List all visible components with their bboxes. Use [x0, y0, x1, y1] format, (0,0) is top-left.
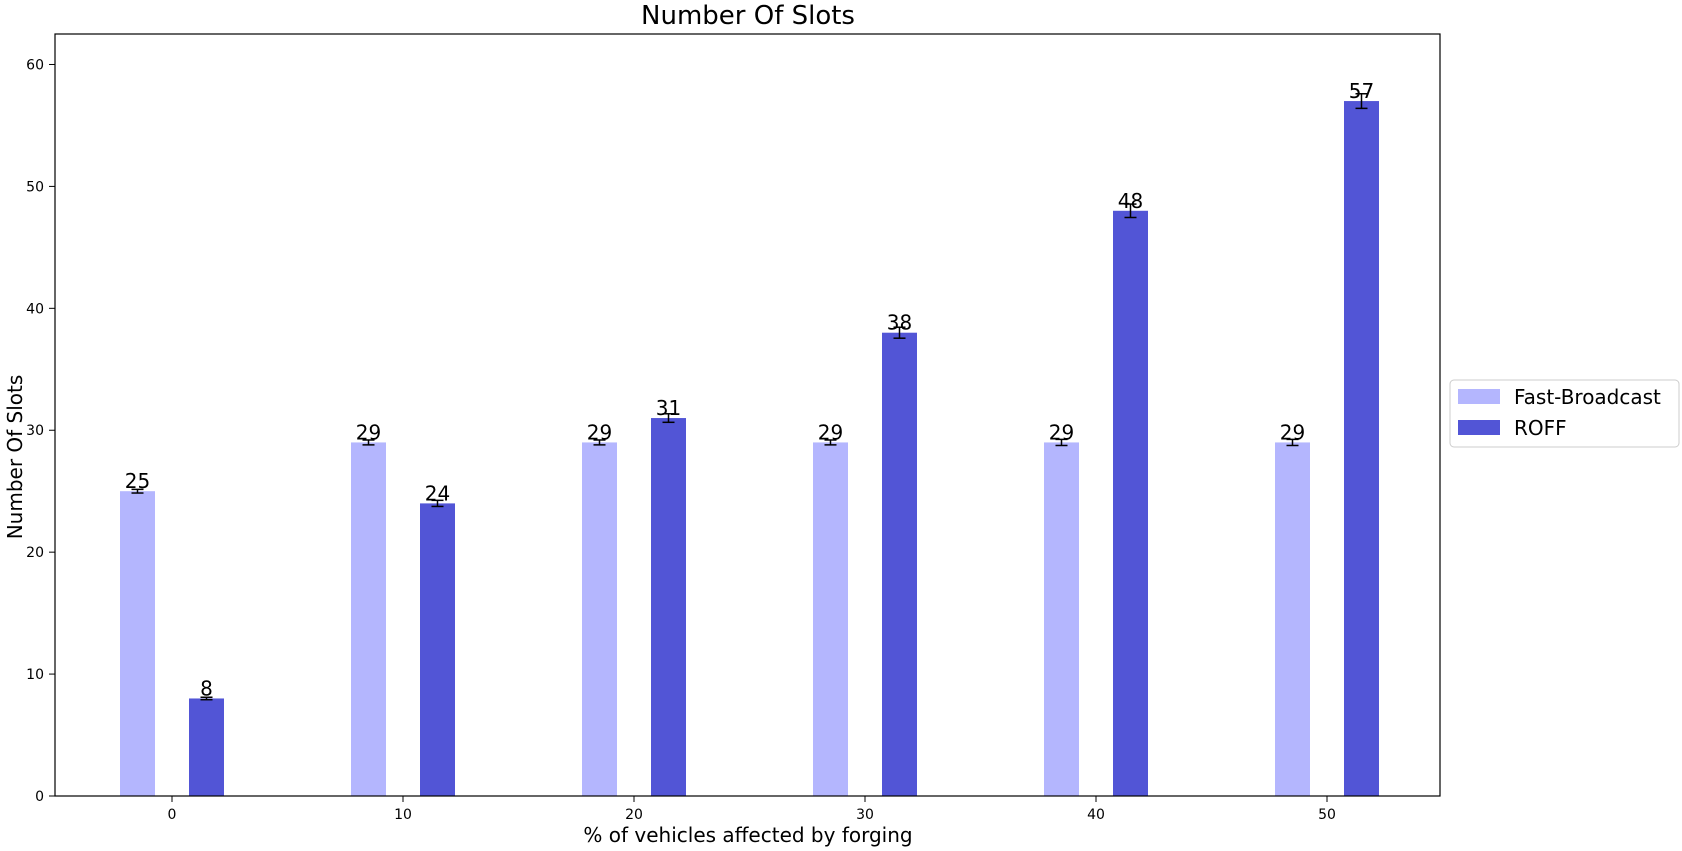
- x-tick-label: 50: [1318, 807, 1336, 823]
- y-tick-label: 10: [26, 667, 44, 683]
- data-label-fast-broadcast: 29: [356, 420, 381, 444]
- x-tick-label: 10: [394, 807, 412, 823]
- data-label-fast-broadcast: 29: [1280, 420, 1305, 444]
- bar-roff: [189, 698, 224, 796]
- bar-roff: [1344, 101, 1379, 796]
- data-label-fast-broadcast: 29: [1049, 420, 1074, 444]
- data-label-roff: 48: [1118, 189, 1143, 213]
- bar-roff: [882, 332, 917, 796]
- x-axis-ticks: 0 10 20 30 40 50: [168, 796, 1336, 823]
- data-label-roff: 31: [656, 396, 681, 420]
- y-axis-label: Number Of Slots: [3, 375, 27, 540]
- y-tick-label: 60: [26, 57, 44, 73]
- bar-fast-broadcast: [1044, 442, 1079, 796]
- legend-frame: [1449, 379, 1680, 448]
- data-label-roff: 38: [887, 311, 912, 335]
- data-label-fast-broadcast: 29: [587, 420, 612, 444]
- y-tick-label: 50: [26, 179, 44, 195]
- x-tick-label: 20: [625, 807, 643, 823]
- legend: Fast-Broadcast ROFF: [1449, 379, 1680, 448]
- bar-roff: [420, 503, 455, 796]
- x-axis-label: % of vehicles affected by forging: [583, 823, 912, 847]
- legend-label-fast-broadcast: Fast-Broadcast: [1514, 385, 1661, 409]
- data-label-roff: 24: [425, 481, 450, 505]
- data-label-roff: 57: [1349, 79, 1374, 103]
- bar-roff: [1113, 210, 1148, 796]
- data-label-fast-broadcast: 25: [125, 469, 150, 493]
- bar-fast-broadcast: [813, 442, 848, 796]
- chart-title: Number Of Slots: [641, 1, 855, 31]
- bar-fast-broadcast: [351, 442, 386, 796]
- data-label-fast-broadcast: 29: [818, 420, 843, 444]
- legend-swatch-roff: [1458, 420, 1500, 435]
- bar-fast-broadcast: [1275, 442, 1310, 796]
- y-tick-label: 30: [26, 423, 44, 439]
- bar-fast-broadcast: [120, 491, 155, 796]
- bar-fast-broadcast: [582, 442, 617, 796]
- data-label-roff: 8: [200, 676, 213, 700]
- y-tick-label: 20: [26, 545, 44, 561]
- x-tick-label: 30: [856, 807, 874, 823]
- bar-roff: [651, 418, 686, 796]
- x-tick-label: 0: [168, 807, 177, 823]
- y-axis-ticks: 0 10 20 30 40 50 60: [26, 57, 55, 805]
- legend-label-roff: ROFF: [1514, 416, 1567, 440]
- y-tick-label: 40: [26, 301, 44, 317]
- bars-group: 25 29 29 29 29 29 8 24 31 38 48 57: [120, 79, 1379, 796]
- x-tick-label: 40: [1087, 807, 1105, 823]
- y-tick-label: 0: [35, 789, 44, 805]
- legend-swatch-fast-broadcast: [1458, 389, 1500, 404]
- plot-area-frame: [54, 33, 1441, 797]
